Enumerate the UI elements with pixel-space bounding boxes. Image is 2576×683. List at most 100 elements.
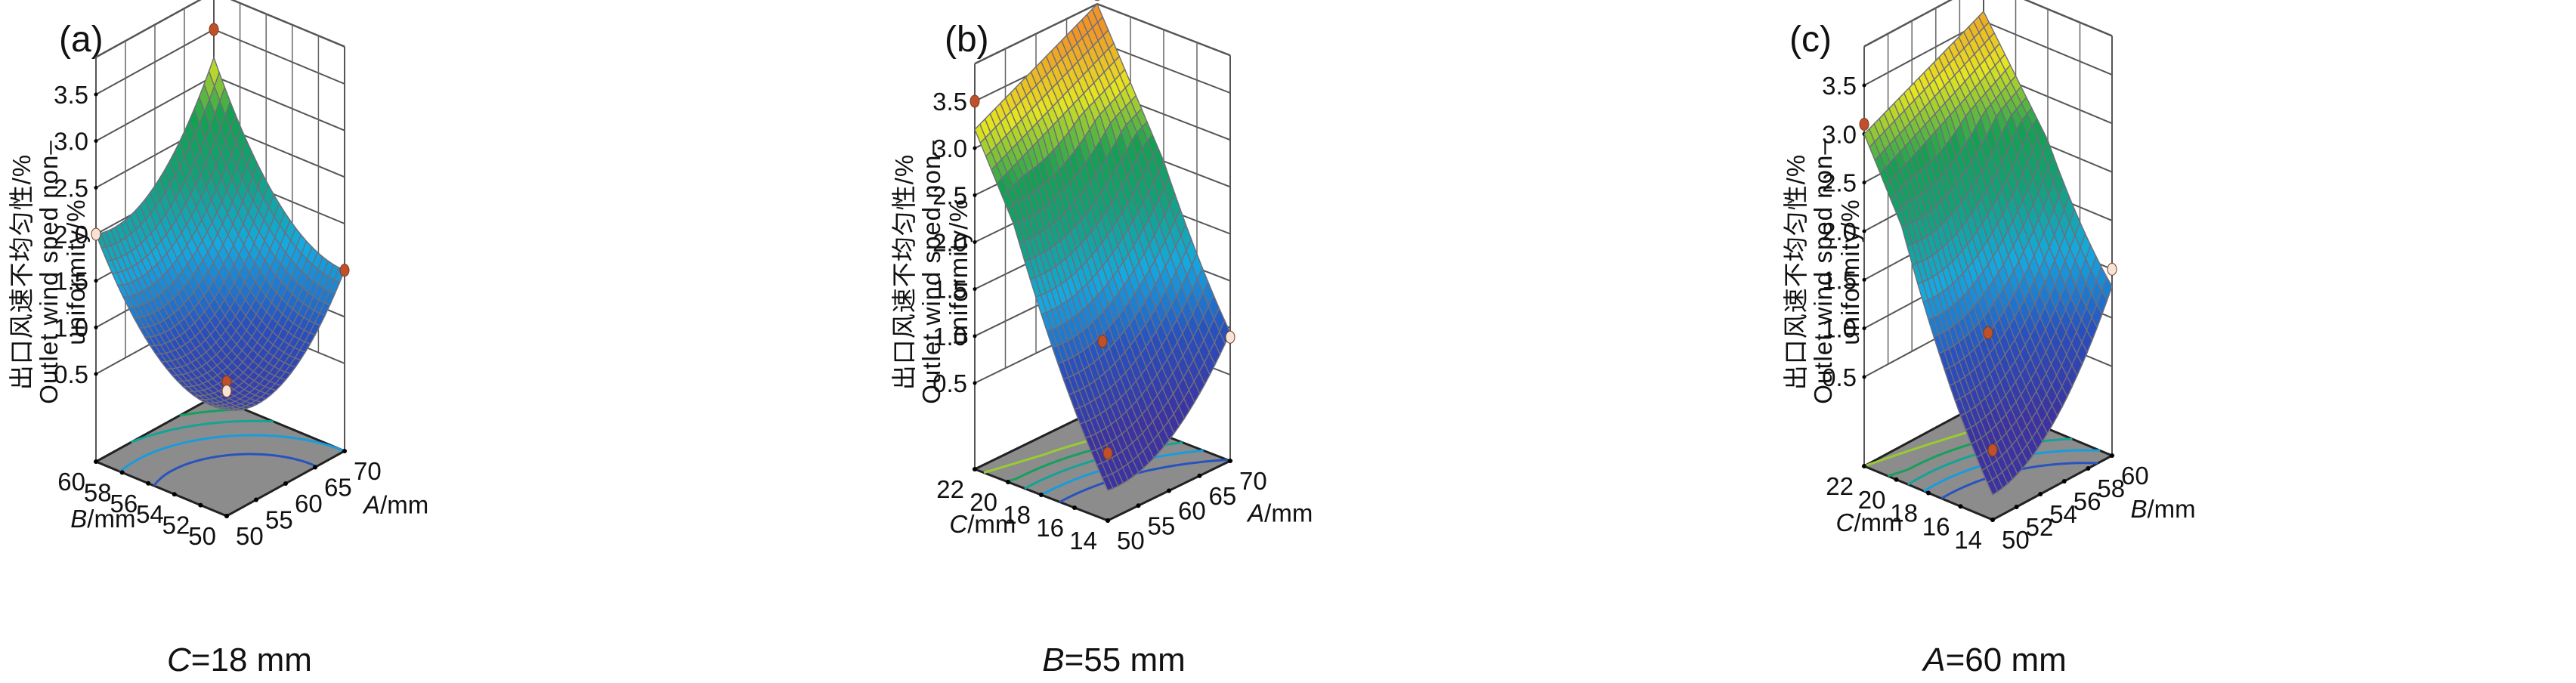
right-axis-tick-label: 54 xyxy=(2049,500,2077,528)
z-tick-label: 2.0 xyxy=(54,221,88,249)
right-axis-tick-label: 50 xyxy=(1117,527,1145,555)
design-point xyxy=(1094,0,1100,2)
left-axis-tick xyxy=(198,502,203,508)
left-axis-tick-label: 18 xyxy=(1890,499,1918,527)
right-axis-tick-label: 58 xyxy=(2097,474,2125,502)
panel-a-z-axis-label: 出口风速不均匀性/% Outlet wind sped non– uniform… xyxy=(8,140,90,403)
panel-c-caption: A=60 mm xyxy=(1921,641,2067,678)
left-axis-tick xyxy=(94,459,98,464)
surface-cell xyxy=(1987,478,1999,496)
design-point xyxy=(209,23,219,36)
z-tick-mark xyxy=(94,279,98,283)
z-axis-label-cn: 出口风速不均匀性/% xyxy=(1782,154,1810,391)
left-axis-tick xyxy=(1894,477,1899,482)
panel-b-z-axis-label: 出口风速不均匀性/% Outlet wind sped non– uniform… xyxy=(890,140,973,403)
panel-a-tag: (a) xyxy=(59,20,104,60)
right-axis-tick-label: 70 xyxy=(354,457,382,485)
response-surface xyxy=(95,55,345,411)
right-axis-tick-label: 60 xyxy=(1178,497,1206,525)
right-axis-tick xyxy=(2110,453,2114,458)
z-axis-label-en-1: Outlet wind sped non– xyxy=(35,140,63,403)
left-axis-tick-label: 58 xyxy=(84,478,112,506)
response-surface xyxy=(974,3,1231,491)
right-axis-tick-label: 65 xyxy=(324,474,352,502)
z-tick-mark xyxy=(1862,326,1866,331)
z-axis: 0.5 1.0 1.5 2.0 2.5 3.0 3.5 xyxy=(54,81,98,388)
right-axis-tick xyxy=(313,465,317,470)
right-axis-tick-label: 50 xyxy=(2002,526,2030,554)
z-tick-label: 0.5 xyxy=(932,369,967,397)
wall-gridline xyxy=(95,0,345,58)
design-point xyxy=(1102,447,1113,460)
z-axis-label-cn: 出口风速不均匀性/% xyxy=(890,154,918,391)
right-axis-title: B/mm xyxy=(2130,495,2195,523)
right-axis-tick xyxy=(1106,518,1110,523)
z-tick-mark xyxy=(1862,181,1866,185)
contour-line xyxy=(130,419,274,443)
design-point xyxy=(1987,443,1998,457)
right-axis-tick xyxy=(2086,466,2091,471)
left-axis-tick xyxy=(119,470,125,475)
left-axis-tick xyxy=(973,467,977,471)
right-axis-tick xyxy=(2061,479,2067,484)
z-axis: 0.5 1.0 1.5 2.0 2.5 3.0 3.5 xyxy=(1822,72,1866,391)
right-axis-tick-label: 60 xyxy=(295,490,323,518)
left-axis-tick-label: 22 xyxy=(936,475,964,503)
left-axis-tick-label: 54 xyxy=(136,500,164,528)
z-tick-mark xyxy=(94,139,98,144)
z-tick-mark xyxy=(973,381,977,385)
z-tick-label: 3.5 xyxy=(932,88,967,116)
left-axis-tick-label: 20 xyxy=(1858,486,1886,514)
z-tick-label: 2.0 xyxy=(1822,218,1857,246)
z-tick-label: 1.5 xyxy=(932,276,967,304)
left-axis-tick xyxy=(1958,504,1963,509)
right-axis-tick xyxy=(342,449,347,453)
left-axis-title: C/mm xyxy=(949,510,1016,538)
design-point xyxy=(1097,335,1108,348)
left-axis-title: C/mm xyxy=(1836,508,1903,536)
design-point xyxy=(339,264,350,277)
z-axis: 0.5 1.0 1.5 2.0 2.5 3.0 3.5 xyxy=(932,88,977,397)
z-tick-label: 2.5 xyxy=(1822,169,1857,197)
design-point xyxy=(1983,326,1993,340)
left-axis-tick-label: 50 xyxy=(188,522,216,550)
left-axis-tick-label: 16 xyxy=(1036,514,1064,542)
panel-b-caption: B=55 mm xyxy=(1042,641,1186,678)
z-tick-label: 1.5 xyxy=(54,267,88,295)
z-tick-label: 3.0 xyxy=(932,134,967,162)
left-axis-tick xyxy=(146,481,151,486)
z-axis-label-en-2: uniformity/% xyxy=(945,199,973,345)
z-axis-label-en-2: uniformity/% xyxy=(62,199,90,345)
z-tick-mark xyxy=(94,325,98,329)
z-tick-mark xyxy=(973,240,977,244)
right-axis-tick-label: 65 xyxy=(1209,482,1237,510)
z-tick-label: 3.0 xyxy=(54,128,88,156)
surface-cell xyxy=(221,408,232,411)
right-axis-tick xyxy=(2014,505,2019,509)
z-tick-mark xyxy=(1862,277,1866,282)
panel-c: (c) 出口风速不均匀性/% Outlet wind sped non– uni… xyxy=(1782,0,2196,678)
design-point xyxy=(969,94,980,108)
panel-c-tag: (c) xyxy=(1789,20,1832,60)
left-axis-title: B/mm xyxy=(70,505,135,533)
right-axis-tick-label: 70 xyxy=(1239,467,1267,495)
z-tick-label: 3.5 xyxy=(54,81,88,109)
left-axis-tick-label: 14 xyxy=(1069,527,1097,555)
left-axis-tick-label: 56 xyxy=(110,490,138,518)
z-tick-label: 3.5 xyxy=(1822,72,1857,100)
z-tick-label: 2.0 xyxy=(932,229,967,257)
z-tick-mark xyxy=(1862,83,1866,88)
z-tick-mark xyxy=(1862,229,1866,233)
right-axis-tick xyxy=(2038,492,2043,496)
right-axis-tick xyxy=(254,497,258,502)
z-tick-label: 1.0 xyxy=(932,323,967,351)
z-tick-label: 0.5 xyxy=(54,360,88,388)
left-axis-tick-label: 60 xyxy=(57,468,85,496)
z-tick-mark xyxy=(973,287,977,292)
panel-a-caption: C=18 mm xyxy=(167,641,312,678)
z-tick-mark xyxy=(94,372,98,376)
